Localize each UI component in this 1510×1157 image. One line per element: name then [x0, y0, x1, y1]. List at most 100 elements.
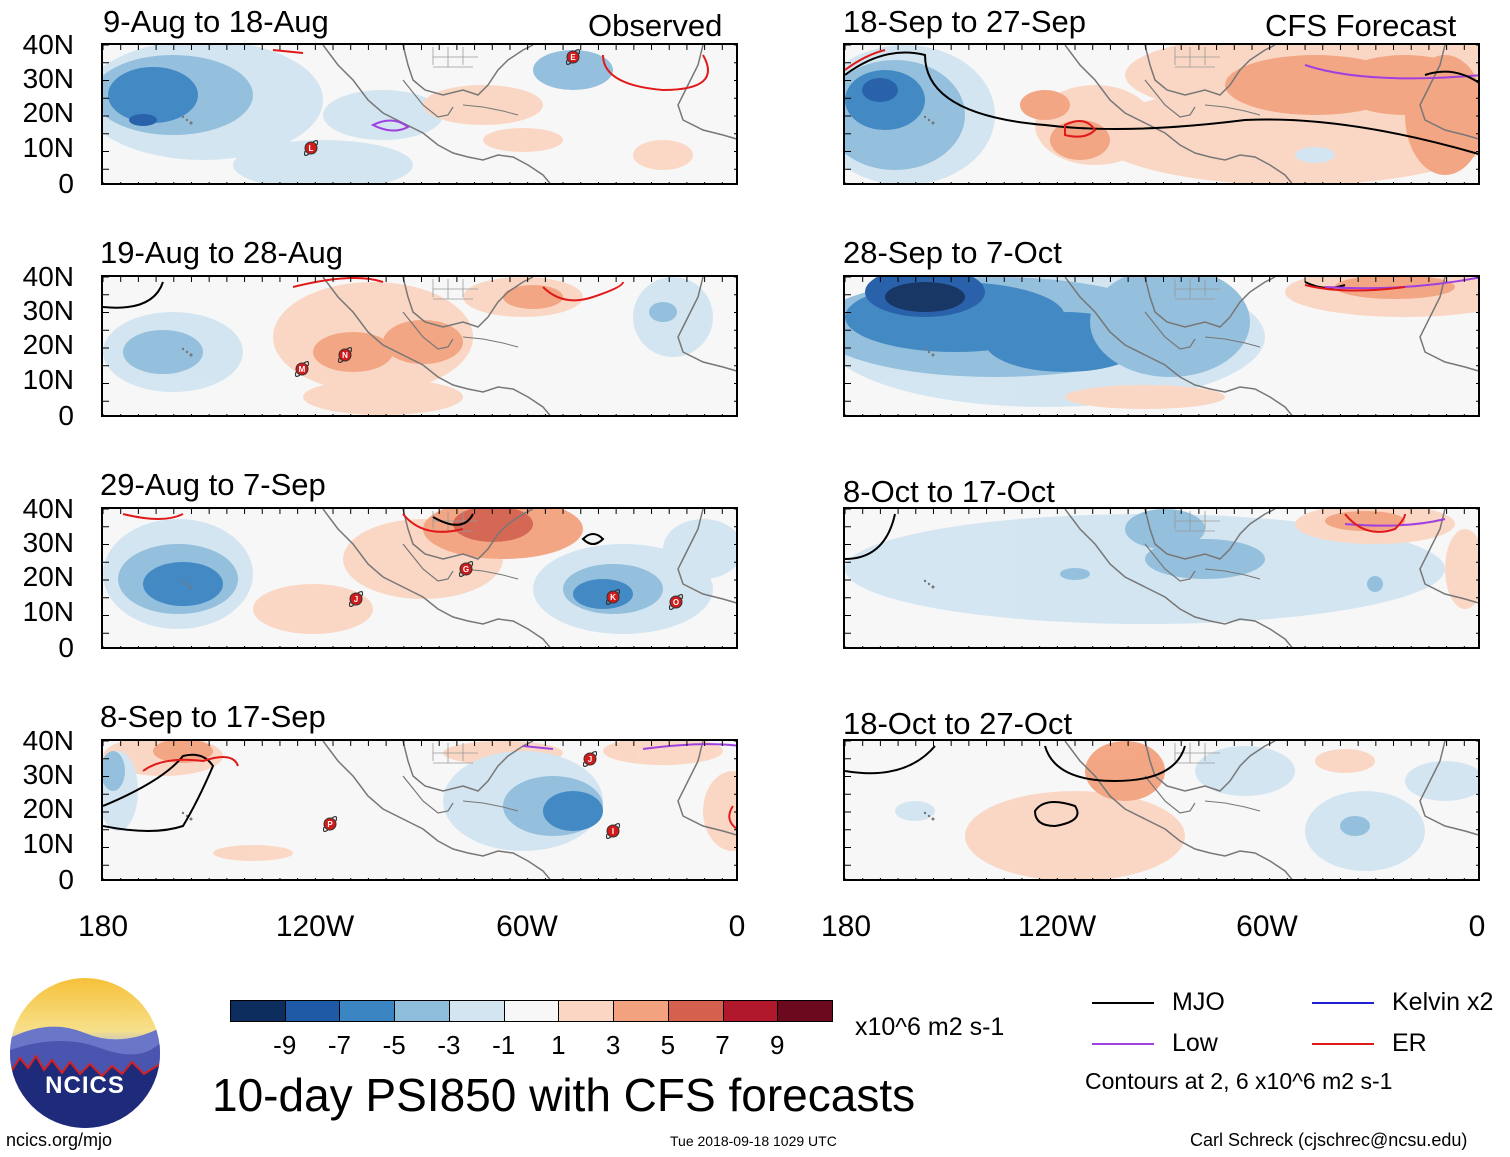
svg-text:P: P — [327, 820, 333, 829]
colorbar-swatch — [722, 1000, 779, 1022]
colorbar-swatch — [667, 1000, 724, 1022]
svg-text:M: M — [299, 365, 306, 374]
coastlines — [923, 45, 1478, 183]
colorbar-label: 9 — [770, 1030, 785, 1060]
contours — [272, 49, 709, 132]
map-panel-5 — [843, 43, 1480, 185]
colorbar-swatch — [777, 1000, 833, 1022]
storm-icon: N — [337, 346, 353, 364]
lat-label: 30N — [22, 759, 74, 790]
lat-label: 40N — [22, 725, 74, 756]
colorbar-swatch — [230, 1000, 286, 1022]
figure-title: 10-day PSI850 with CFS forecasts — [212, 1069, 916, 1121]
lon-label-180-right: 180 — [820, 910, 872, 943]
legend-label-kelvin: Kelvin x2 — [1392, 988, 1494, 1016]
coastlines — [181, 277, 736, 415]
storm-icon: J — [582, 750, 598, 768]
axis-ticks — [845, 741, 1478, 879]
colorbar-swatch — [339, 1000, 396, 1022]
coastlines — [923, 741, 1478, 879]
colorbar-swatch — [448, 1000, 505, 1022]
map-panel-7 — [843, 507, 1480, 649]
colorbar-label: 7 — [715, 1030, 730, 1060]
lat-label: 0 — [58, 632, 74, 663]
panel-title-2: 19-Aug to 28-Aug — [100, 235, 344, 270]
contours — [845, 49, 1478, 155]
lat-label: 10N — [22, 596, 74, 627]
lat-label: 20N — [22, 97, 74, 128]
contours — [103, 743, 736, 832]
legend-line-low — [1092, 1043, 1154, 1045]
logo-text: NCICS — [45, 1072, 125, 1099]
axis-ticks — [103, 277, 736, 415]
storm-icon: O — [668, 593, 684, 611]
storm-icon: J — [348, 590, 364, 608]
colorbar-swatch — [503, 1000, 560, 1022]
anomaly-shading — [845, 509, 1478, 624]
footer-timestamp: Tue 2018-09-18 1029 UTC — [670, 1133, 837, 1149]
lat-label: 20N — [22, 561, 74, 592]
lat-label: 30N — [22, 63, 74, 94]
storm-icon: L — [303, 139, 319, 157]
colorbar-label: -3 — [437, 1030, 461, 1060]
colorbar-label: 3 — [605, 1030, 621, 1060]
colorbar-swatch — [394, 1000, 450, 1022]
contours — [845, 513, 1446, 560]
axis-ticks — [845, 277, 1478, 415]
colorbar-label: 1 — [551, 1030, 566, 1060]
storm-icon: E — [565, 48, 581, 66]
observed-label: Observed — [588, 8, 723, 43]
lat-label: 0 — [58, 864, 74, 895]
panel-title-8: 18-Oct to 27-Oct — [843, 706, 1073, 741]
lon-label-0-right: 0 — [1468, 910, 1486, 943]
lat-label: 40N — [22, 29, 74, 60]
anomaly-shading — [845, 277, 1478, 409]
contours — [845, 745, 1186, 828]
lat-label: 30N — [22, 527, 74, 558]
legend-line-er — [1312, 1043, 1374, 1045]
axis-ticks — [103, 741, 736, 879]
storm-icon: M — [294, 360, 310, 378]
contours — [122, 513, 605, 545]
lat-label: 10N — [22, 364, 74, 395]
ncics-logo: NCICS — [10, 978, 160, 1128]
lat-label: 10N — [22, 132, 74, 163]
panel-title-3: 29-Aug to 7-Sep — [100, 467, 326, 502]
logo-graphic — [10, 978, 160, 1128]
panel-title-7: 8-Oct to 17-Oct — [843, 474, 1055, 509]
storm-icon: P — [322, 815, 338, 833]
coastlines — [923, 277, 1478, 415]
colorbar-swatch — [613, 1000, 669, 1022]
storm-icon: G — [458, 560, 474, 578]
colorbar-label: -7 — [327, 1030, 352, 1060]
axis-ticks — [103, 509, 736, 647]
legend-line-mjo — [1092, 1002, 1154, 1004]
colorbar-label: -1 — [492, 1030, 516, 1060]
svg-text:O: O — [673, 598, 679, 607]
colorbar-swatch — [284, 1000, 341, 1022]
svg-text:I: I — [612, 827, 614, 836]
legend-label-low: Low — [1172, 1029, 1218, 1057]
coastlines — [923, 509, 1478, 647]
panel-title-5: 18-Sep to 27-Sep — [843, 4, 1087, 39]
contour-note: Contours at 2, 6 x10^6 m2 s-1 — [1085, 1068, 1393, 1094]
panel-title-4: 8-Sep to 17-Sep — [100, 699, 326, 734]
lat-label: 0 — [58, 168, 74, 199]
panel-title-1: 9-Aug to 18-Aug — [103, 4, 329, 39]
svg-text:K: K — [610, 593, 616, 602]
svg-text:L: L — [309, 144, 314, 153]
lon-label-180-left: 180 — [77, 910, 129, 943]
svg-text:G: G — [463, 565, 469, 574]
storm-icon: K — [605, 588, 621, 606]
coastlines — [181, 45, 736, 183]
map-panel-8 — [843, 739, 1480, 881]
svg-text:E: E — [570, 53, 576, 62]
footer-author: Carl Schreck (cjschrec@ncsu.edu) — [1190, 1130, 1468, 1150]
legend-line-kelvin — [1312, 1002, 1374, 1004]
anomaly-shading — [845, 45, 1478, 183]
anomaly-shading — [895, 741, 1478, 879]
panel-title-6: 28-Sep to 7-Oct — [843, 235, 1062, 270]
lon-label-120w-right: 120W — [1017, 910, 1097, 943]
